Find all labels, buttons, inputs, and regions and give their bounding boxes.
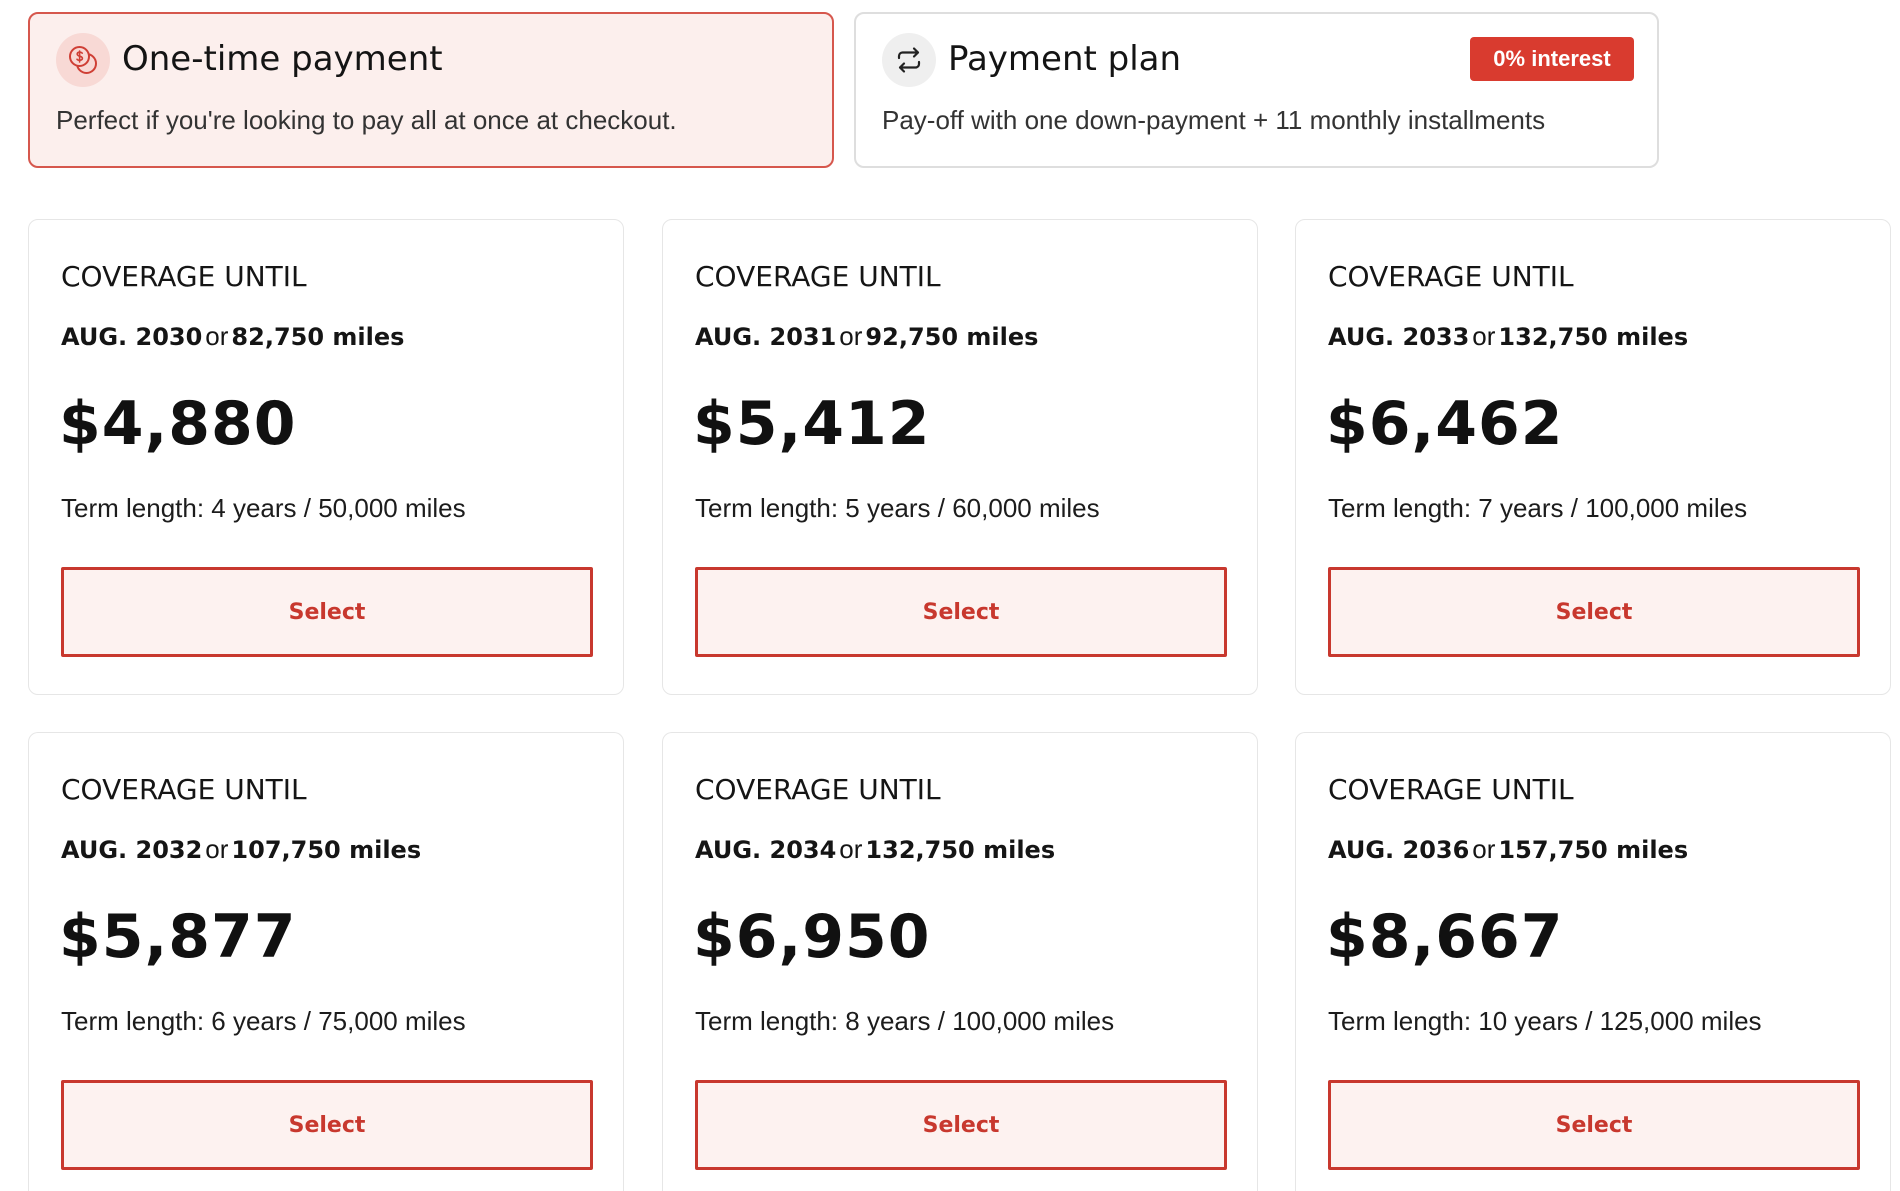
coverage-miles: 132,750 miles	[865, 836, 1056, 864]
payment-plan-option[interactable]: Payment plan 0% interest Pay-off with on…	[854, 12, 1659, 168]
coverage-plan-card: COVERAGE UNTIL AUG. 2030 or 82,750 miles $…	[28, 219, 624, 695]
coverage-until: AUG. 2034 or 132,750 miles	[695, 833, 1055, 866]
coverage-connector: or	[205, 321, 229, 351]
coverage-miles: 132,750 miles	[1498, 323, 1689, 351]
interest-badge: 0% interest	[1470, 37, 1634, 81]
coverage-until: AUG. 2033 or 132,750 miles	[1328, 320, 1688, 353]
coverage-date: AUG. 2034	[695, 836, 837, 864]
select-button[interactable]: Select	[695, 1080, 1227, 1170]
coverage-connector: or	[205, 834, 229, 864]
term-length: Term length: 5 years / 60,000 miles	[695, 493, 1100, 523]
plan-price: $6,462	[1326, 389, 1564, 459]
coverage-until: AUG. 2036 or 157,750 miles	[1328, 833, 1688, 866]
coverage-date: AUG. 2032	[61, 836, 203, 864]
plan-price: $5,412	[693, 389, 931, 459]
coverage-miles: 82,750 miles	[231, 323, 405, 351]
coverage-until: AUG. 2031 or 92,750 miles	[695, 320, 1038, 353]
coverage-date: AUG. 2031	[695, 323, 837, 351]
term-length: Term length: 4 years / 50,000 miles	[61, 493, 466, 523]
coverage-label: COVERAGE UNTIL	[1328, 260, 1574, 293]
payment-plan-title: Payment plan	[948, 39, 1182, 79]
select-button[interactable]: Select	[61, 567, 593, 657]
coverage-miles: 107,750 miles	[231, 836, 422, 864]
term-length: Term length: 10 years / 125,000 miles	[1328, 1006, 1762, 1036]
one-time-payment-description: Perfect if you're looking to pay all at …	[56, 105, 677, 135]
coverage-date: AUG. 2033	[1328, 323, 1470, 351]
one-time-payment-title: One-time payment	[122, 39, 443, 79]
plan-price: $6,950	[693, 902, 931, 972]
coverage-label: COVERAGE UNTIL	[61, 260, 307, 293]
dollar-coin-icon	[56, 33, 110, 87]
coverage-date: AUG. 2036	[1328, 836, 1470, 864]
coverage-miles: 92,750 miles	[865, 323, 1039, 351]
coverage-until: AUG. 2032 or 107,750 miles	[61, 833, 421, 866]
coverage-miles: 157,750 miles	[1498, 836, 1689, 864]
coverage-connector: or	[1472, 321, 1496, 351]
coverage-plan-card: COVERAGE UNTIL AUG. 2031 or 92,750 miles $…	[662, 219, 1258, 695]
term-length: Term length: 6 years / 75,000 miles	[61, 1006, 466, 1036]
coverage-label: COVERAGE UNTIL	[695, 260, 941, 293]
coverage-connector: or	[839, 321, 863, 351]
select-button[interactable]: Select	[61, 1080, 593, 1170]
coverage-until: AUG. 2030 or 82,750 miles	[61, 320, 404, 353]
plan-price: $4,880	[59, 389, 297, 459]
repeat-arrows-icon	[882, 33, 936, 87]
coverage-label: COVERAGE UNTIL	[1328, 773, 1574, 806]
coverage-connector: or	[1472, 834, 1496, 864]
term-length: Term length: 8 years / 100,000 miles	[695, 1006, 1115, 1036]
coverage-plan-card: COVERAGE UNTIL AUG. 2033 or 132,750 miles …	[1295, 219, 1891, 695]
plan-price: $8,667	[1326, 902, 1564, 972]
coverage-label: COVERAGE UNTIL	[61, 773, 307, 806]
coverage-label: COVERAGE UNTIL	[695, 773, 941, 806]
coverage-plan-card: COVERAGE UNTIL AUG. 2032 or 107,750 miles …	[28, 732, 624, 1191]
coverage-plan-card: COVERAGE UNTIL AUG. 2036 or 157,750 miles …	[1295, 732, 1891, 1191]
plan-price: $5,877	[59, 902, 297, 972]
coverage-plan-card: COVERAGE UNTIL AUG. 2034 or 132,750 miles …	[662, 732, 1258, 1191]
coverage-date: AUG. 2030	[61, 323, 203, 351]
select-button[interactable]: Select	[1328, 1080, 1860, 1170]
one-time-payment-option[interactable]: One-time payment Perfect if you're looki…	[28, 12, 834, 168]
term-length: Term length: 7 years / 100,000 miles	[1328, 493, 1748, 523]
select-button[interactable]: Select	[1328, 567, 1860, 657]
select-button[interactable]: Select	[695, 567, 1227, 657]
payment-plan-description: Pay-off with one down-payment + 11 month…	[882, 105, 1546, 135]
coverage-connector: or	[839, 834, 863, 864]
